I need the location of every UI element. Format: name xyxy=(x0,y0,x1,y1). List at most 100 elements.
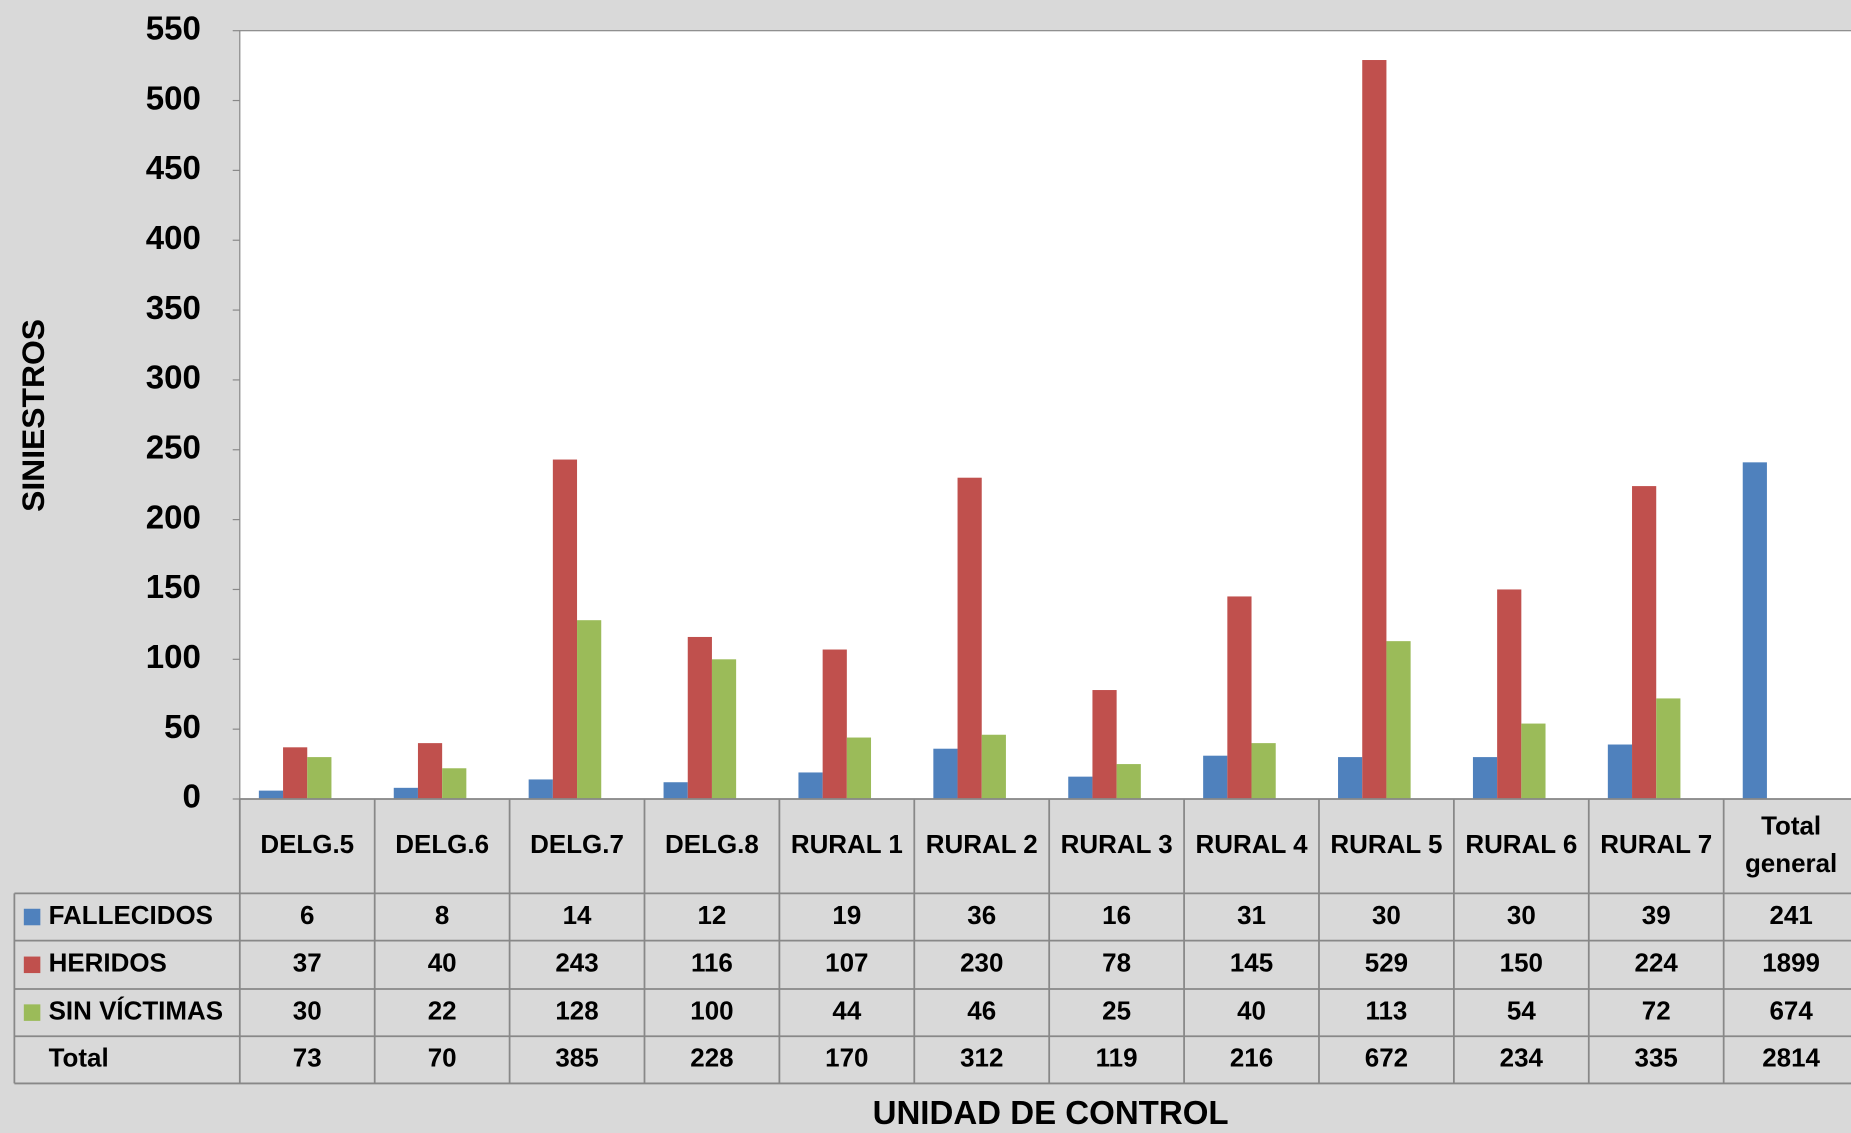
bar xyxy=(393,787,418,800)
y-tick-label: 550 xyxy=(146,10,201,47)
table-total: 119 xyxy=(1096,1043,1138,1073)
bar xyxy=(822,649,847,800)
table-value: 113 xyxy=(1365,995,1407,1025)
table-value: 40 xyxy=(428,948,457,978)
bar xyxy=(1251,743,1276,800)
bar xyxy=(1338,757,1363,800)
category-label: RURAL 4 xyxy=(1196,829,1309,859)
table-value: 19 xyxy=(832,900,861,930)
table-total: 312 xyxy=(960,1043,1003,1073)
table-value: 30 xyxy=(1507,900,1536,930)
category-label: DELG.6 xyxy=(395,829,489,859)
totals-label: Total xyxy=(49,1043,109,1073)
bar xyxy=(1227,596,1252,800)
bar xyxy=(258,790,284,800)
table-value: 224 xyxy=(1635,948,1679,978)
bar xyxy=(577,620,602,800)
bar xyxy=(1521,723,1546,800)
table-total: 73 xyxy=(293,1043,322,1073)
bar xyxy=(1386,641,1411,800)
y-tick-label: 50 xyxy=(164,709,201,746)
bar xyxy=(798,772,823,800)
y-tick-label: 450 xyxy=(146,150,201,187)
bar xyxy=(981,734,1006,800)
table-value: 30 xyxy=(1372,900,1401,930)
bar xyxy=(1092,690,1117,800)
category-label: DELG.8 xyxy=(665,829,759,859)
y-tick-label: 350 xyxy=(146,290,201,327)
table-value: 674 xyxy=(1769,995,1813,1025)
table-value: 37 xyxy=(293,948,322,978)
bar xyxy=(1632,486,1657,800)
table-total: 335 xyxy=(1635,1043,1678,1073)
table-value: 100 xyxy=(690,995,733,1025)
bar xyxy=(442,768,467,800)
table-value: 150 xyxy=(1500,948,1543,978)
bar xyxy=(1607,744,1633,800)
table-value: 1899 xyxy=(1762,948,1820,978)
table-value: 145 xyxy=(1230,948,1273,978)
bar xyxy=(1116,764,1141,800)
bar xyxy=(711,659,737,800)
table-value: 72 xyxy=(1642,995,1671,1025)
bar xyxy=(528,779,553,800)
table-value: 39 xyxy=(1642,900,1671,930)
table-value: 8 xyxy=(435,900,449,930)
bar xyxy=(552,459,578,800)
plot-area xyxy=(239,30,1851,800)
table-total: 2814 xyxy=(1762,1043,1820,1073)
bar xyxy=(933,748,958,800)
table-value: 6 xyxy=(300,900,314,930)
category-label: RURAL 7 xyxy=(1600,829,1712,859)
category-label: DELG.7 xyxy=(530,829,624,859)
bar xyxy=(1656,698,1681,800)
legend-label: SIN VÍCTIMAS xyxy=(49,995,223,1025)
category-label: RURAL 1 xyxy=(791,829,903,859)
table-total: 70 xyxy=(428,1043,457,1073)
y-tick-label: 100 xyxy=(146,639,201,676)
category-label: RURAL 6 xyxy=(1465,829,1577,859)
table-value: 44 xyxy=(832,995,861,1025)
x-axis-label: UNIDAD DE CONTROL xyxy=(873,1095,1229,1132)
legend-swatch xyxy=(23,1004,41,1021)
table-value: 54 xyxy=(1507,995,1536,1025)
legend-label: HERIDOS xyxy=(49,948,167,978)
category-label: RURAL 3 xyxy=(1061,829,1173,859)
table-value: 14 xyxy=(563,900,592,930)
y-tick-label: 500 xyxy=(146,80,201,117)
bar xyxy=(1068,776,1093,800)
table-value: 40 xyxy=(1237,995,1266,1025)
legend-swatch xyxy=(23,908,41,926)
table-value: 128 xyxy=(555,995,598,1025)
table-value: 22 xyxy=(428,995,457,1025)
table-value: 116 xyxy=(691,948,733,978)
table-value: 241 xyxy=(1769,900,1812,930)
table-value: 243 xyxy=(555,948,598,978)
table-value: 12 xyxy=(698,900,727,930)
table-value: 78 xyxy=(1102,948,1131,978)
bar xyxy=(1472,757,1498,800)
y-axis-label: SINIESTROS xyxy=(15,319,51,512)
category-label: Total general xyxy=(1745,810,1837,878)
table-total: 234 xyxy=(1500,1043,1544,1073)
table-total: 385 xyxy=(555,1043,598,1073)
bar xyxy=(663,782,688,800)
table-value: 46 xyxy=(967,995,996,1025)
table-total: 170 xyxy=(825,1043,868,1073)
y-tick-label: 150 xyxy=(146,569,201,606)
table-value: 30 xyxy=(293,995,322,1025)
bar xyxy=(1742,462,1767,800)
table-value: 529 xyxy=(1365,948,1408,978)
table-value: 25 xyxy=(1102,995,1131,1025)
bar xyxy=(957,477,982,800)
bar xyxy=(687,636,712,800)
category-label: RURAL 2 xyxy=(926,829,1038,859)
bar xyxy=(1362,60,1387,800)
table-value: 107 xyxy=(825,948,868,978)
y-tick-label: 200 xyxy=(146,499,201,536)
table-value: 31 xyxy=(1237,900,1266,930)
bar xyxy=(307,757,332,800)
table-total: 228 xyxy=(690,1043,733,1073)
